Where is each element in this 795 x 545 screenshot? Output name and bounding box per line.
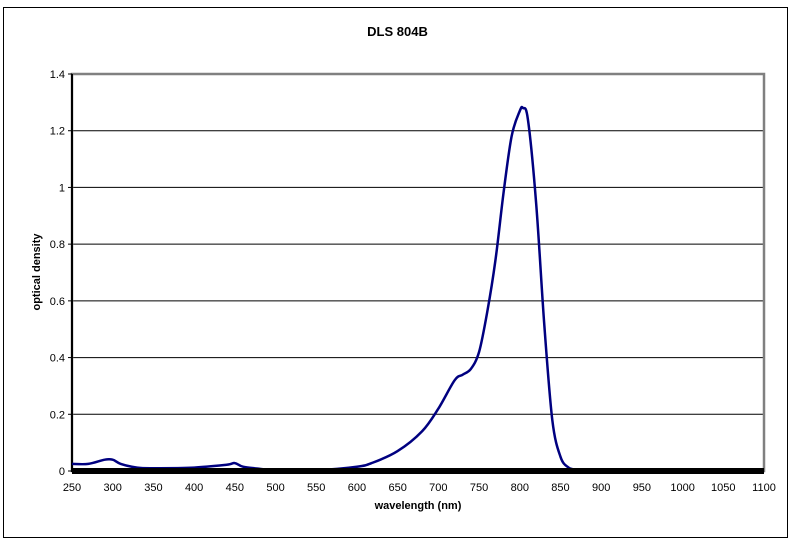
- y-tick-label: 1.2: [50, 126, 65, 138]
- x-tick-label: 650: [388, 482, 406, 494]
- y-tick-label: 1: [59, 182, 65, 194]
- x-tick-label: 250: [63, 482, 81, 494]
- x-tick-label: 750: [470, 482, 488, 494]
- plot-border: [70, 72, 766, 473]
- y-tick-labels: 0 0.2 0.4 0.6 0.8 1 1.2 1.4: [50, 69, 72, 478]
- x-tick-label: 1050: [711, 482, 735, 494]
- y-tick-label: 0.8: [50, 239, 65, 251]
- y-tick-label: 0.4: [50, 353, 65, 365]
- x-tick-label: 400: [185, 482, 203, 494]
- series-line: [71, 105, 764, 472]
- y-tick-label: 0: [59, 466, 65, 478]
- y-axis-label: optical density: [31, 233, 43, 311]
- x-tick-label: 950: [633, 482, 651, 494]
- x-tick-label: 700: [429, 482, 447, 494]
- gridlines: [72, 130, 764, 415]
- y-tick-label: 0.6: [50, 296, 65, 308]
- chart-title: DLS 804B: [367, 24, 428, 39]
- x-tick-label: 500: [266, 482, 284, 494]
- x-tick-label: 450: [226, 482, 244, 494]
- x-tick-label: 800: [511, 482, 529, 494]
- y-tick-label: 0.2: [50, 409, 65, 421]
- y-tick-label: 1.4: [50, 69, 65, 81]
- x-tick-label: 350: [144, 482, 162, 494]
- x-tick-label: 300: [104, 482, 122, 494]
- x-tick-label: 1100: [752, 482, 776, 494]
- x-tick-label: 1000: [670, 482, 694, 494]
- x-axis-bar: [72, 468, 764, 474]
- x-axis-label: wavelength (nm): [374, 500, 462, 512]
- chart-frame: [3, 7, 788, 538]
- x-tick-label: 550: [307, 482, 325, 494]
- x-tick-label: 600: [348, 482, 366, 494]
- x-tick-labels: 250 300 350 400 450 500 550 600 650 700 750 800 850 9…: [63, 482, 776, 494]
- x-tick-label: 850: [551, 482, 569, 494]
- x-tick-label: 900: [592, 482, 610, 494]
